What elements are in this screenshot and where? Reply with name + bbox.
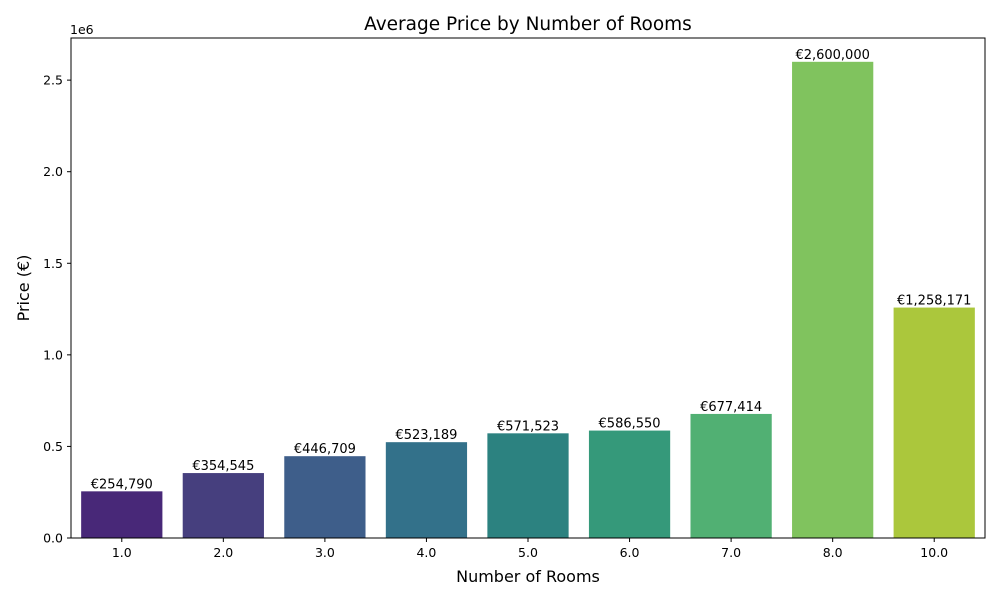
- bar-1.0: [81, 491, 163, 538]
- bar-value-label: €2,600,000: [795, 48, 869, 63]
- bar-3.0: [284, 456, 366, 538]
- bar-value-label: €571,523: [497, 419, 559, 434]
- bar-value-labels: €254,790 €354,545 €446,709 €523,189 €571,523…: [91, 48, 972, 493]
- x-tick-label: 4.0: [416, 545, 436, 560]
- x-tick-label: 2.0: [213, 545, 233, 560]
- x-axis-title: Number of Rooms: [456, 567, 600, 586]
- bar-value-label: €1,258,171: [897, 294, 971, 309]
- bar-value-label: €254,790: [91, 477, 153, 492]
- y-axis-title: Price (€): [14, 255, 33, 322]
- bar-5.0: [487, 433, 569, 538]
- bar-value-label: €523,189: [395, 428, 457, 443]
- y-tick-label: 1.5: [43, 256, 63, 271]
- x-tick-label: 10.0: [920, 545, 948, 560]
- bar-6.0: [588, 430, 671, 538]
- chart-title: Average Price by Number of Rooms: [364, 14, 692, 35]
- y-tick-label: 1.0: [43, 347, 63, 362]
- bar-value-label: €446,709: [294, 442, 356, 457]
- bars-layer: [81, 61, 975, 539]
- bar-value-label: €354,545: [192, 459, 254, 474]
- bar-10.0: [893, 307, 975, 538]
- x-tick-label: 6.0: [620, 545, 640, 560]
- x-tick-label: 3.0: [315, 545, 335, 560]
- bar-value-label: €677,414: [700, 400, 762, 415]
- y-tick-label: 0.0: [43, 531, 63, 546]
- y-axis: 0.0 0.5 1.0 1.5 2.0 2.5: [43, 73, 71, 546]
- x-tick-label: 8.0: [823, 545, 843, 560]
- bar-8.0: [792, 61, 874, 539]
- bar-4.0: [385, 442, 468, 538]
- bar-2.0: [182, 473, 264, 538]
- bar-7.0: [690, 413, 772, 538]
- y-tick-label: 0.5: [43, 439, 63, 454]
- x-axis: 1.0 2.0 3.0 4.0 5.0 6.0 7.0 8.0 10.0: [112, 538, 948, 560]
- bar-value-label: €586,550: [599, 417, 661, 432]
- y-axis-offset-label: 1e6: [70, 22, 94, 37]
- y-tick-label: 2.5: [43, 73, 63, 88]
- x-tick-label: 5.0: [518, 545, 538, 560]
- x-tick-label: 1.0: [112, 545, 132, 560]
- y-tick-label: 2.0: [43, 164, 63, 179]
- x-tick-label: 7.0: [721, 545, 741, 560]
